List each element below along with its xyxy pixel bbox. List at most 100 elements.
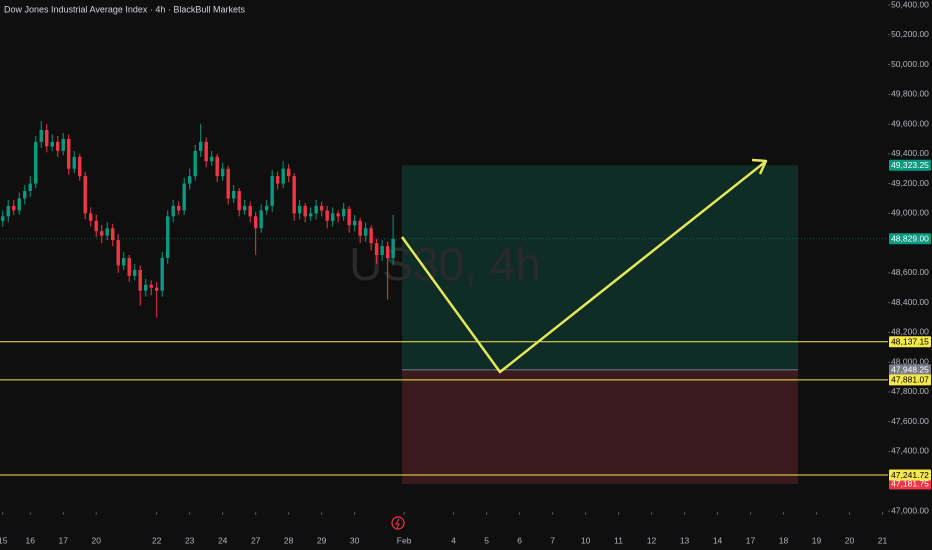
candle-body (149, 284, 153, 288)
candle-body (352, 220, 357, 226)
candle-body (171, 205, 175, 217)
candle-body (138, 269, 142, 291)
candle-body (308, 213, 313, 217)
candle-body (89, 213, 93, 221)
x-tick-label: 11 (614, 535, 623, 545)
y-tick-label: 50,200.00 (891, 29, 929, 39)
y-tick-label: 48,400.00 (891, 297, 929, 307)
candle-body (319, 205, 324, 211)
candle-body (50, 141, 54, 147)
x-tick-label: 29 (317, 535, 327, 545)
x-tick-label: 15 (0, 535, 8, 545)
candle-body (330, 213, 335, 221)
x-tick-label: 10 (581, 535, 591, 545)
candle-body (281, 168, 285, 184)
candle-body (303, 205, 307, 217)
candle-body (297, 205, 302, 214)
candle-body (100, 231, 104, 236)
candle-body (116, 240, 120, 266)
y-tick-label: 47,800.00 (891, 386, 929, 396)
candle-body (270, 176, 274, 206)
candle-body (72, 156, 76, 169)
x-tick-label: 6 (517, 535, 522, 545)
candle-body (176, 205, 181, 211)
candle-body (336, 213, 340, 217)
candle-body (248, 205, 252, 217)
candle-body (133, 269, 137, 276)
x-tick-label: 18 (779, 535, 789, 545)
price-label: 48,137.15 (891, 337, 929, 347)
x-tick-label: 30 (350, 535, 360, 545)
event-icon (391, 516, 405, 530)
loss-zone (402, 369, 798, 484)
candle-body (111, 228, 115, 241)
price-label-bg (889, 364, 931, 376)
candle-body (363, 228, 368, 236)
candle-body (78, 156, 82, 177)
candle-body (209, 156, 214, 162)
candle-body (259, 210, 263, 229)
candle-body (39, 130, 43, 142)
candle-body (253, 216, 258, 229)
price-label-bg (889, 159, 931, 171)
y-tick-label: 47,000.00 (891, 505, 929, 515)
candle-body (264, 205, 269, 211)
candle-body (67, 138, 71, 169)
price-label-bg (889, 374, 931, 386)
candle-body (12, 205, 16, 211)
price-label: 48,829.00 (891, 234, 929, 244)
chart-title: Dow Jones Industrial Average Index · 4h … (4, 4, 245, 14)
x-tick-label: 20 (91, 535, 101, 545)
levels (0, 238, 888, 476)
x-tick-label: 12 (647, 535, 657, 545)
x-tick-label: 17 (746, 535, 756, 545)
arrow-head (751, 158, 768, 175)
candle-body (23, 191, 27, 199)
candle-body (17, 198, 21, 211)
candle-body (369, 228, 373, 244)
price-label: 47,948.25 (891, 365, 929, 375)
candle-body (215, 156, 219, 177)
candle-body (122, 258, 126, 266)
candle-body (237, 191, 241, 211)
x-tick-label: 16 (26, 535, 36, 545)
x-tick-label: 28 (284, 535, 294, 545)
candle-body (204, 141, 208, 162)
candle-body (155, 287, 159, 291)
candle-body (314, 205, 318, 214)
y-tick-label: 47,400.00 (891, 446, 929, 456)
candle-body (165, 216, 170, 258)
candle-body (325, 210, 329, 221)
x-tick-label: 21 (878, 535, 888, 545)
y-tick-label: 48,600.00 (891, 267, 929, 277)
position-zones (402, 165, 798, 484)
price-label-bg (889, 233, 931, 245)
y-tick-label: 49,200.00 (891, 178, 929, 188)
candle-body (193, 150, 197, 177)
candle-body (160, 258, 164, 291)
x-tick-label: 27 (251, 535, 261, 545)
price-label: 47,181.75 (891, 479, 929, 489)
price-label: 47,241.72 (891, 470, 929, 480)
candle-body (231, 191, 236, 199)
x-tick-label: 23 (185, 535, 195, 545)
x-tick-label: 5 (484, 535, 489, 545)
candle-body (198, 141, 203, 151)
candle-body (292, 176, 296, 214)
x-tick-label: 20 (845, 535, 855, 545)
price-labels: 48,829.00 49,323.25 47,948.25 47,181.75 48,1… (889, 159, 931, 490)
candle-body (358, 220, 362, 236)
candle-body (385, 246, 390, 258)
x-tick-label: 14 (713, 535, 723, 545)
y-tick-label: 50,000.00 (891, 59, 929, 69)
candle-body (34, 141, 38, 184)
x-tick-label: Feb (397, 535, 412, 545)
price-label-bg (889, 469, 931, 481)
candle-body (61, 138, 65, 151)
candle-body (391, 238, 395, 258)
price-label: 49,323.25 (891, 160, 929, 170)
candle-body (45, 130, 49, 147)
candle-body (380, 246, 384, 256)
